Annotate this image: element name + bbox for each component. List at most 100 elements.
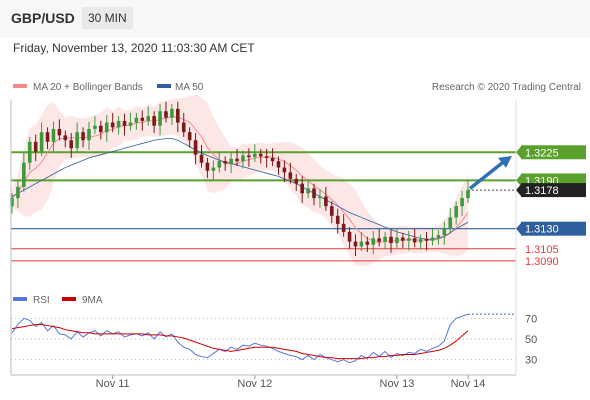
price-label-box — [521, 221, 586, 236]
arrow-shaft — [468, 158, 508, 190]
candle-body — [365, 241, 370, 245]
candle-body — [63, 135, 68, 141]
candle-body — [294, 178, 299, 184]
price-label-1.3130: 1.3130 — [525, 224, 559, 236]
candle-body — [412, 238, 417, 243]
time-label-nov-14: Nov 14 — [451, 378, 486, 390]
price-label-1.3090: 1.3090 — [525, 256, 559, 268]
candle-body — [27, 141, 32, 163]
timeframe-button[interactable]: 30 MIN — [82, 7, 133, 29]
price-label-1.3225: 1.3225 — [525, 147, 559, 159]
arrow-head — [498, 155, 512, 168]
candle-body — [460, 198, 464, 207]
candle-body — [99, 125, 103, 133]
legend: MA 20 + Bollinger Bands MA 50 Research ©… — [13, 82, 581, 306]
candle-body — [140, 117, 145, 121]
candle-body — [389, 236, 393, 244]
rsi-ma-line — [11, 324, 469, 360]
time-axis: Nov 11 Nov 12 Nov 13 Nov 14 — [96, 375, 486, 390]
candle-body — [69, 140, 74, 149]
ma50-swatch — [157, 84, 171, 88]
candle-body — [116, 120, 121, 128]
bollinger-band-area — [12, 94, 468, 267]
candle-body — [442, 228, 447, 236]
candle-body — [176, 108, 180, 123]
candle-body — [93, 125, 97, 129]
candle-body — [335, 215, 340, 224]
price-label-pointer — [516, 183, 522, 198]
candles — [10, 101, 470, 257]
candle-body — [306, 188, 310, 194]
candle-body — [110, 122, 115, 128]
candle-body — [318, 196, 322, 199]
candle-body — [371, 238, 376, 245]
price-label-1.3105: 1.3105 — [525, 244, 559, 256]
rsi-legend: RSI — [33, 295, 50, 306]
rsi-tick-label: 70 — [525, 313, 537, 325]
candle-body — [253, 153, 257, 158]
rsi-ma-legend: 9MA — [82, 295, 103, 306]
candle-body — [288, 172, 293, 179]
candle-body — [211, 167, 216, 171]
candle-body — [122, 120, 127, 126]
forecast-arrow — [468, 155, 512, 190]
candle-body — [33, 141, 38, 152]
symbol-label: GBP/USD — [11, 10, 75, 26]
candle-body — [454, 206, 458, 218]
price-label-1.3178: 1.3178 — [525, 185, 559, 197]
candle-body — [181, 122, 186, 133]
candle-body — [146, 116, 151, 121]
price-label-pointer — [516, 145, 522, 160]
candle-body — [205, 162, 210, 171]
candle-body — [229, 158, 233, 164]
candle-body — [51, 128, 56, 142]
time-label-nov-12: Nov 12 — [237, 378, 272, 390]
price-label-box — [521, 183, 586, 198]
chart-header: GBP/USD 30 MIN — [0, 0, 590, 38]
price-label-pointer — [516, 173, 522, 188]
rsi-swatch — [13, 297, 27, 301]
candle-body — [16, 186, 20, 199]
candle-body — [75, 132, 79, 149]
rsi-line — [11, 313, 469, 364]
candle-body — [276, 161, 281, 168]
candle-body — [217, 161, 222, 168]
price-label-box — [521, 145, 586, 160]
candle-body — [347, 231, 352, 242]
rsi-tick-label: 50 — [525, 334, 537, 346]
candle-body — [81, 132, 85, 141]
candle-body — [187, 132, 192, 141]
candle-body — [448, 217, 453, 229]
candle-body — [128, 122, 133, 126]
candle-body — [223, 161, 227, 164]
candle-body — [235, 158, 239, 162]
ma20-legend: MA 20 + Bollinger Bands — [33, 82, 143, 93]
candle-body — [10, 198, 14, 207]
candle-body — [264, 156, 269, 158]
time-label-nov-11: Nov 11 — [96, 378, 130, 390]
candle-body — [258, 153, 263, 157]
candle-body — [193, 140, 198, 155]
candle-body — [282, 167, 287, 173]
candle-body — [39, 132, 44, 152]
candle-body — [104, 122, 109, 133]
bollinger-bands — [12, 94, 468, 267]
candle-body — [424, 239, 429, 241]
candle-body — [430, 237, 435, 241]
timestamp: Friday, November 13, 2020 11:03:30 AM CE… — [13, 41, 255, 55]
candle-body — [341, 223, 346, 232]
candle-body — [312, 188, 316, 199]
candle-body — [401, 237, 405, 241]
candle-body — [300, 183, 304, 194]
time-label-nov-13: Nov 13 — [380, 378, 415, 390]
price-label-pointer — [516, 221, 522, 236]
candle-body — [87, 128, 91, 141]
candle-body — [199, 154, 204, 163]
credit-label: Research © 2020 Trading Central — [432, 82, 581, 93]
candle-body — [45, 132, 50, 142]
candle-body — [57, 128, 62, 136]
candle-body — [359, 241, 364, 247]
candle-body — [152, 116, 156, 126]
candle-body — [406, 238, 411, 241]
